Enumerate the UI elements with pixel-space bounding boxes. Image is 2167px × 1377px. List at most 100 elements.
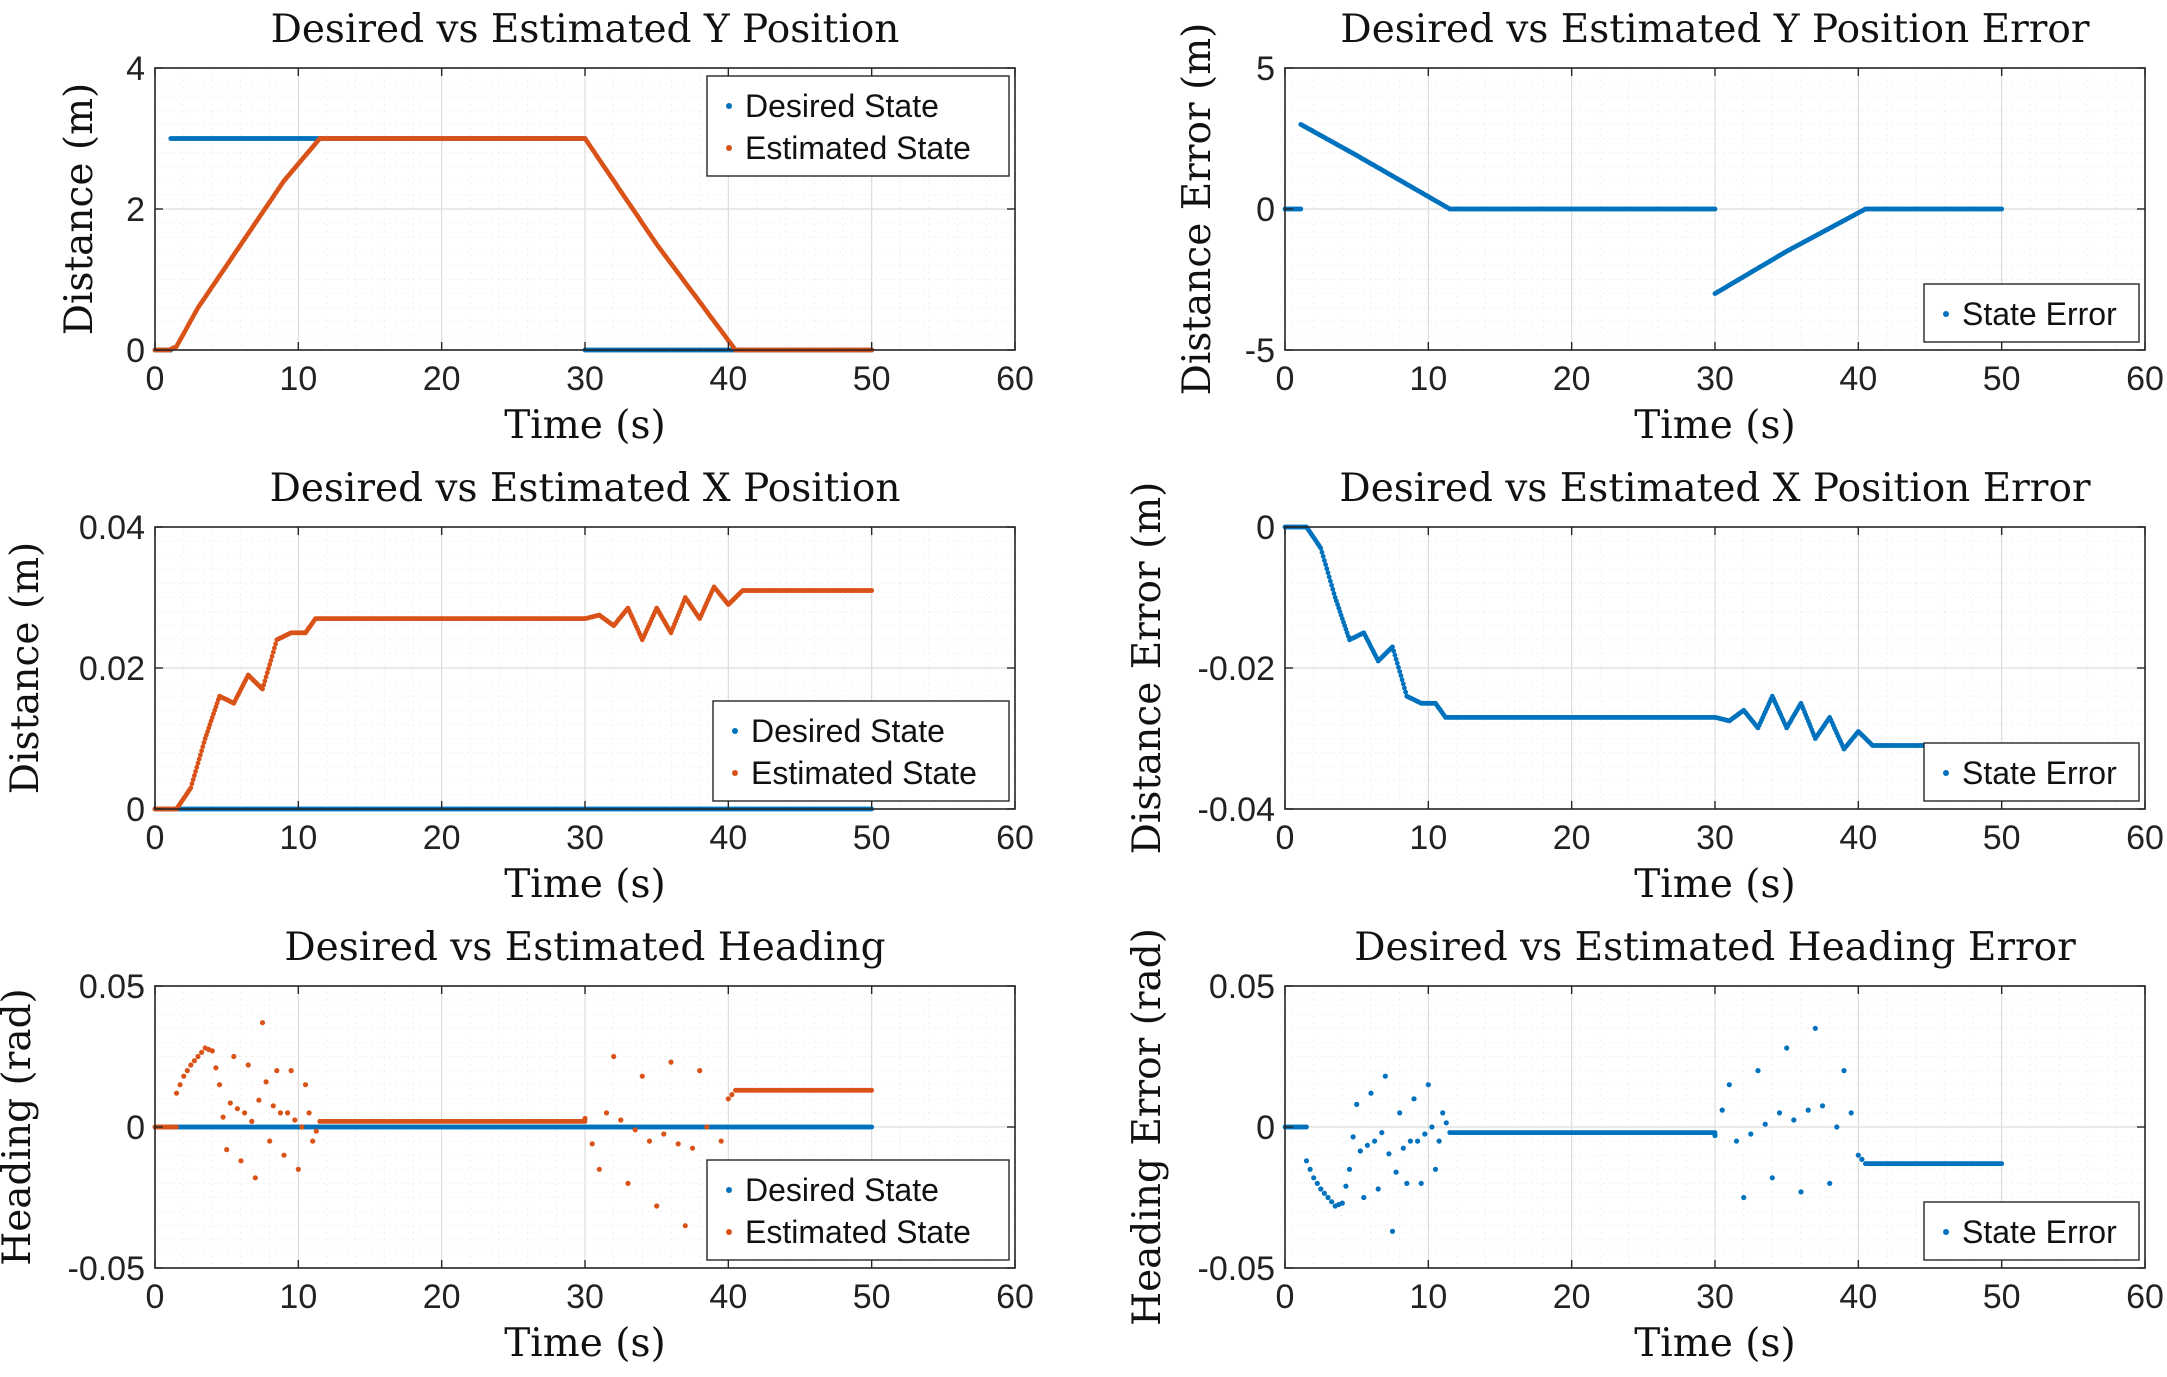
x-tick-label: 0 xyxy=(1276,819,1295,857)
data-point xyxy=(224,1147,230,1153)
data-point xyxy=(191,1058,197,1064)
data-point xyxy=(277,1110,283,1116)
data-point xyxy=(274,1068,280,1074)
data-point xyxy=(1331,591,1337,596)
x-tick-label: 60 xyxy=(996,360,1034,398)
data-point xyxy=(646,1138,653,1144)
data-point xyxy=(589,1141,595,1147)
legend-label: State Error xyxy=(1962,296,2117,332)
data-point xyxy=(1391,648,1397,654)
x-axis-label: Time (s) xyxy=(504,862,665,907)
data-point xyxy=(704,1124,710,1130)
data-point xyxy=(259,1020,266,1026)
data-point xyxy=(1329,582,1334,588)
x-tick-label: 30 xyxy=(566,819,604,857)
x-tick-label: 40 xyxy=(1839,360,1877,398)
data-point xyxy=(1403,689,1408,695)
data-point xyxy=(668,1059,674,1065)
data-point xyxy=(227,1100,233,1106)
data-point xyxy=(188,1062,194,1068)
data-point xyxy=(194,764,200,770)
x-tick-label: 40 xyxy=(1839,819,1877,857)
data-point xyxy=(603,1110,610,1116)
data-point xyxy=(216,1082,223,1088)
data-point xyxy=(1330,586,1336,592)
data-point xyxy=(611,1053,617,1060)
x-tick-label: 40 xyxy=(709,360,747,398)
x-tick-label: 30 xyxy=(566,360,604,398)
data-point xyxy=(725,1096,731,1102)
y-tick-label: 0 xyxy=(1256,509,1275,547)
data-point xyxy=(200,744,206,750)
data-point xyxy=(1328,578,1333,584)
x-tick-label: 50 xyxy=(1983,360,2021,398)
x-tick-label: 50 xyxy=(853,360,891,398)
data-point xyxy=(1999,206,2005,212)
x-tick-label: 20 xyxy=(1553,819,1591,857)
x-tick-label: 20 xyxy=(423,360,461,398)
data-point xyxy=(689,1145,696,1151)
data-point xyxy=(1402,685,1407,691)
data-point xyxy=(262,678,268,684)
y-tick-label: 5 xyxy=(1256,50,1275,88)
data-point xyxy=(1397,669,1403,674)
data-point xyxy=(306,1110,312,1116)
data-point xyxy=(302,1082,309,1088)
legend-label: Estimated State xyxy=(751,755,977,791)
data-point xyxy=(209,1048,215,1054)
data-point xyxy=(1390,644,1395,650)
data-point xyxy=(1712,206,1718,212)
data-point xyxy=(1326,574,1332,580)
data-point xyxy=(1396,665,1401,670)
x-tick-label: 60 xyxy=(996,819,1034,857)
data-point xyxy=(198,752,203,758)
data-point xyxy=(718,1138,724,1144)
data-point xyxy=(201,740,207,745)
legend-marker xyxy=(1943,311,1949,317)
data-point xyxy=(269,653,275,659)
legend-marker xyxy=(726,145,732,151)
y-tick-label: -0.02 xyxy=(1198,650,1276,688)
data-point xyxy=(697,1068,703,1074)
data-point xyxy=(264,670,270,676)
x-tick-label: 50 xyxy=(853,819,891,857)
data-point xyxy=(193,769,199,774)
data-point xyxy=(292,1117,298,1123)
data-point xyxy=(242,1110,248,1116)
y-tick-label: 0 xyxy=(1256,191,1275,229)
data-point xyxy=(195,1053,201,1060)
chart-title: Desired vs Estimated X Position Error xyxy=(1339,466,2091,511)
data-point xyxy=(661,1131,667,1137)
legend-label: Estimated State xyxy=(745,130,971,166)
data-point xyxy=(270,649,276,655)
data-point xyxy=(1398,673,1404,678)
data-point xyxy=(268,658,274,663)
data-point xyxy=(295,1166,301,1172)
data-point xyxy=(869,588,875,593)
data-point xyxy=(266,666,271,671)
data-point xyxy=(199,1049,205,1055)
series-desired-state xyxy=(152,1124,875,1130)
data-point xyxy=(196,756,202,762)
data-point xyxy=(639,1073,645,1079)
data-point xyxy=(190,777,196,782)
data-point xyxy=(1399,677,1405,683)
y-axis-label: Distance (m) xyxy=(57,83,102,336)
x-axis-label: Time (s) xyxy=(1634,403,1795,448)
legend-marker xyxy=(732,770,738,776)
legend-marker xyxy=(1943,770,1949,776)
data-point xyxy=(249,1118,255,1124)
data-point xyxy=(288,1068,294,1074)
data-point xyxy=(285,1110,291,1116)
data-point xyxy=(263,674,269,680)
x-tick-label: 0 xyxy=(1276,360,1295,398)
data-point xyxy=(1392,652,1398,658)
data-point xyxy=(1318,545,1324,551)
chart-title: Desired vs Estimated Y Position Error xyxy=(1340,7,2089,52)
data-point xyxy=(1323,562,1328,567)
data-point xyxy=(267,1138,273,1144)
